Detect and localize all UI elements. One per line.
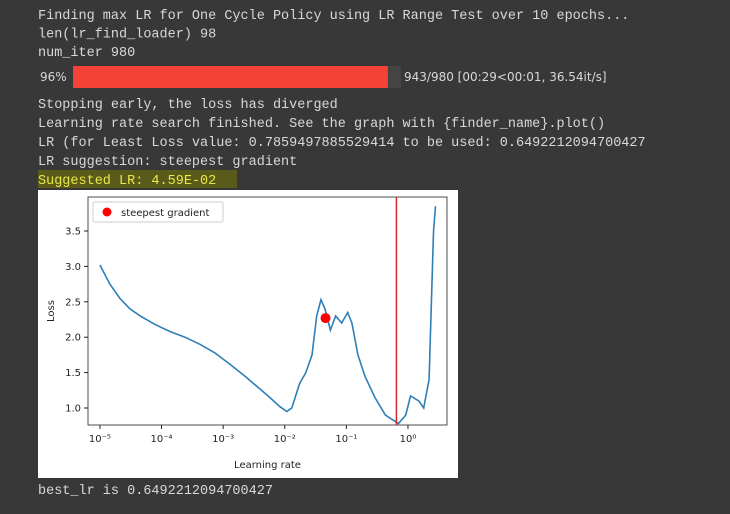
y-tick-label: 1.5 [65, 368, 81, 379]
output-line: best_lr is 0.6492212094700427 [38, 484, 273, 499]
progress-status: 943/980 [00:29<00:01, 36.54it/s] [404, 70, 607, 84]
x-tick-label: 10⁻¹ [335, 434, 357, 445]
x-axis-label: Learning rate [234, 460, 301, 471]
output-line: len(lr_find_loader) 98 [38, 28, 216, 43]
output-line: LR suggestion: steepest gradient [38, 155, 297, 170]
suggestion-point [320, 313, 331, 324]
y-tick-label: 2.0 [65, 333, 81, 344]
output-line: Learning rate search finished. See the g… [38, 117, 605, 132]
legend-label: steepest gradient [121, 208, 209, 219]
x-tick-label: 10⁰ [400, 434, 417, 445]
suggested-lr: Suggested LR: 4.59E-02 [38, 174, 216, 189]
plot-frame [87, 196, 448, 426]
x-tick-label: 10⁻⁵ [89, 434, 111, 445]
y-axis-label: Loss [46, 300, 57, 322]
output-line: Finding max LR for One Cycle Policy usin… [38, 9, 629, 24]
progress-fill [73, 66, 388, 88]
y-tick-label: 3.5 [65, 226, 81, 237]
output-line: Stopping early, the loss has diverged [38, 98, 338, 113]
chart-image [38, 190, 458, 478]
x-tick-label: 10⁻³ [212, 434, 234, 445]
progress-percent: 96% [40, 70, 67, 84]
y-tick-label: 2.5 [65, 297, 81, 308]
x-tick-label: 10⁻⁴ [151, 434, 173, 445]
output-line: num_iter 980 [38, 46, 135, 61]
highlight [38, 170, 237, 188]
loss-line [99, 206, 437, 425]
legend-box [92, 201, 224, 223]
legend-marker [102, 207, 112, 217]
y-tick-label: 3.0 [65, 262, 81, 273]
output-line: LR (for Least Loss value: 0.785949788552… [38, 136, 646, 151]
y-tick-label: 1.0 [65, 404, 81, 415]
x-tick-label: 10⁻² [274, 434, 296, 445]
